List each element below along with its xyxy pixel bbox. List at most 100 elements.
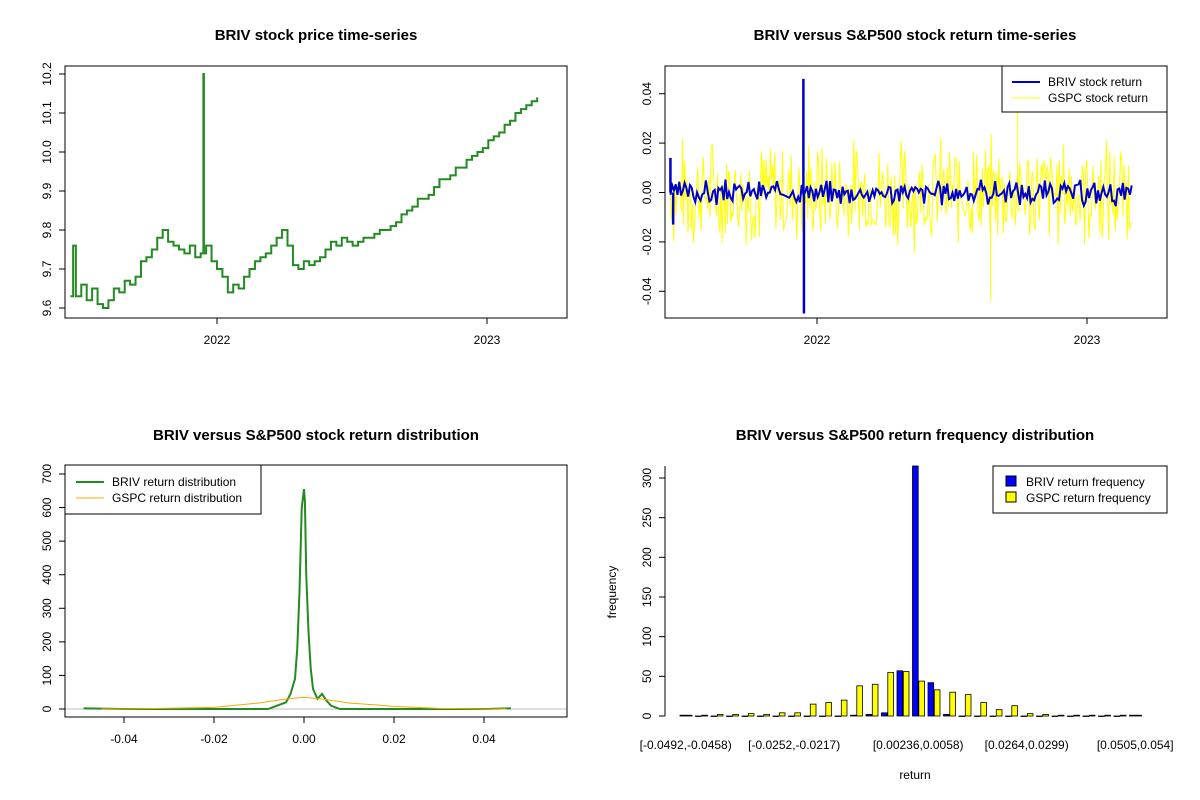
briv-frequency-bar bbox=[757, 715, 764, 717]
panel-return-distribution: BRIV versus S&P500 stock return distribu… bbox=[40, 427, 568, 746]
price-series-line bbox=[70, 73, 539, 309]
y-tick-label: 0 bbox=[40, 705, 54, 712]
briv-frequency-bar bbox=[695, 715, 702, 717]
briv-frequency-bar bbox=[989, 715, 997, 717]
briv-frequency-bar bbox=[772, 715, 780, 717]
gspc-frequency-bar bbox=[949, 691, 956, 717]
plot-area: 0 50 100 150 200 250 300 [-0.0492,-0.0458) [-0.0… bbox=[640, 465, 1174, 752]
gspc-frequency-bar bbox=[995, 709, 1003, 717]
y-tick-label: 0 bbox=[640, 712, 654, 719]
y-tick-label: 200 bbox=[640, 547, 654, 567]
x-tick-label: 0.04 bbox=[472, 732, 496, 746]
gspc-frequency-bar bbox=[1042, 714, 1049, 717]
panel-frequency-distribution: BRIV versus S&P500 return frequency dist… bbox=[605, 427, 1174, 782]
legend-label-gspc: GSPC return frequency bbox=[1026, 491, 1151, 505]
legend-label-briv: BRIV stock return bbox=[1048, 75, 1142, 89]
legend: BRIV stock return GSPC stock return bbox=[1001, 65, 1168, 113]
gspc-frequency-bar bbox=[856, 685, 863, 717]
legend-box bbox=[1001, 65, 1168, 113]
chart-title: BRIV versus S&P500 stock return time-ser… bbox=[754, 27, 1077, 44]
gspc-frequency-bar bbox=[840, 699, 848, 717]
chart-title: BRIV versus S&P500 stock return distribu… bbox=[153, 427, 479, 444]
gspc-return-line bbox=[669, 134, 1133, 254]
briv-frequency-bar bbox=[1051, 715, 1059, 717]
gspc-frequency-bar bbox=[1135, 714, 1142, 717]
gspc-frequency-bar bbox=[809, 703, 817, 717]
briv-frequency-bar bbox=[1067, 715, 1074, 717]
x-tick-label: 2022 bbox=[804, 333, 831, 347]
legend-box bbox=[992, 465, 1168, 514]
panel-return-timeseries: BRIV versus S&P500 stock return time-ser… bbox=[640, 27, 1168, 347]
briv-frequency-bar bbox=[850, 714, 857, 717]
x-tick-label: 0.00 bbox=[292, 732, 316, 746]
y-tick-label: 9.6 bbox=[40, 299, 54, 316]
gspc-frequency-bar bbox=[716, 714, 724, 717]
gspc-frequency-bar bbox=[1119, 714, 1127, 717]
legend-label-gspc: GSPC return distribution bbox=[112, 491, 242, 505]
briv-frequency-bar bbox=[1082, 715, 1090, 717]
briv-frequency-bar bbox=[726, 715, 733, 717]
y-axis-label: frequency bbox=[605, 566, 619, 619]
briv-density-line bbox=[83, 488, 512, 710]
x-tick-label: [-0.0252,-0.0217) bbox=[748, 738, 840, 752]
gspc-frequency-bar bbox=[980, 702, 987, 717]
y-tick-label: 150 bbox=[640, 587, 654, 607]
chart-title: BRIV versus S&P500 return frequency dist… bbox=[736, 427, 1094, 444]
gspc-frequency-bar bbox=[747, 713, 755, 717]
x-tick-label: [-0.0492,-0.0458) bbox=[640, 738, 732, 752]
briv-frequency-bar bbox=[679, 714, 687, 717]
briv-frequency-bar bbox=[1020, 715, 1028, 717]
x-tick-label: -0.04 bbox=[110, 732, 138, 746]
briv-frequency-bar bbox=[788, 715, 795, 717]
gspc-frequency-bar bbox=[763, 714, 770, 717]
x-tick-label: 2023 bbox=[474, 333, 501, 347]
x-tick-label: 2023 bbox=[1074, 333, 1101, 347]
y-tick-label: 9.9 bbox=[40, 182, 54, 199]
x-tick-label: [0.0264,0.0299) bbox=[985, 738, 1069, 752]
y-tick-label: 300 bbox=[640, 468, 654, 488]
gspc-frequency-bar bbox=[701, 714, 708, 717]
panel-briv-price: BRIV stock price time-series 9.69.79.89.… bbox=[40, 27, 568, 347]
briv-frequency-bar bbox=[958, 715, 966, 717]
plot-frame bbox=[64, 65, 568, 319]
y-tick-label: 0.04 bbox=[640, 82, 654, 106]
gspc-frequency-bar bbox=[1011, 705, 1018, 717]
gspc-frequency-bar bbox=[1026, 713, 1034, 717]
briv-frequency-bar bbox=[896, 670, 904, 717]
y-tick-label: 250 bbox=[640, 507, 654, 527]
y-tick-label: 10.0 bbox=[40, 140, 54, 164]
gspc-frequency-bar bbox=[685, 714, 693, 717]
briv-frequency-bar bbox=[912, 465, 919, 717]
briv-frequency-bar bbox=[1129, 714, 1136, 717]
legend-label-briv: BRIV return frequency bbox=[1026, 475, 1145, 489]
briv-frequency-bar bbox=[1005, 715, 1012, 717]
y-tick-label: 50 bbox=[640, 669, 654, 683]
gspc-frequency-bar bbox=[902, 671, 910, 717]
y-tick-label: 9.7 bbox=[40, 260, 54, 277]
y-tick-label: 200 bbox=[40, 632, 54, 652]
gspc-frequency-bar bbox=[871, 683, 879, 717]
gspc-frequency-bar bbox=[794, 712, 801, 717]
plot-frame bbox=[664, 65, 1168, 319]
y-tick-label: 100 bbox=[640, 626, 654, 646]
briv-frequency-bar bbox=[710, 715, 718, 717]
x-tick-label: 0.02 bbox=[382, 732, 406, 746]
y-tick-label: 0.00 bbox=[640, 180, 654, 204]
briv-frequency-bar bbox=[943, 714, 950, 717]
briv-frequency-bar bbox=[819, 715, 826, 717]
gspc-frequency-bar bbox=[778, 712, 786, 717]
y-tick-label: -0.04 bbox=[640, 277, 654, 305]
briv-frequency-bar bbox=[881, 712, 888, 717]
gspc-frequency-bar bbox=[1088, 714, 1096, 717]
briv-frequency-bar bbox=[1113, 715, 1121, 717]
briv-frequency-bar bbox=[865, 714, 873, 717]
legend-swatch-briv bbox=[1005, 475, 1017, 487]
gspc-frequency-bar bbox=[933, 689, 941, 717]
y-tick-label: 500 bbox=[40, 531, 54, 551]
y-tick-label: 700 bbox=[40, 464, 54, 484]
gspc-frequency-bar bbox=[1073, 714, 1080, 717]
chart-title: BRIV stock price time-series bbox=[215, 27, 418, 44]
legend-label-gspc: GSPC stock return bbox=[1048, 91, 1148, 105]
